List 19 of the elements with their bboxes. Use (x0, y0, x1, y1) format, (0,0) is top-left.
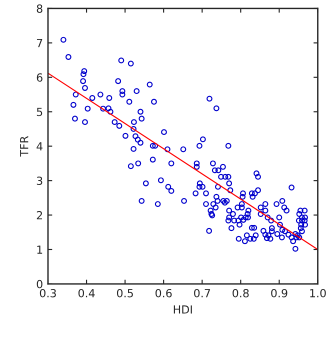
x-tick-label: 0.3 (40, 288, 56, 298)
y-axis-title: TFR (20, 136, 28, 157)
y-tick-label: 2 (36, 211, 42, 220)
x-tick-label: 0.9 (271, 288, 288, 298)
x-tick-label: 0.5 (116, 288, 133, 298)
y-tick-label: 3 (36, 176, 42, 185)
x-tick-label: 0.4 (78, 288, 95, 298)
y-tick-label: 5 (36, 108, 42, 116)
x-axis-title: HDI (174, 305, 192, 314)
x-tick-label: 0.8 (232, 288, 249, 298)
y-tick-label: 7 (36, 39, 42, 48)
y-tick-label: 0 (36, 280, 42, 288)
y-tick-label: 8 (36, 4, 42, 13)
y-tick-label: 1 (37, 246, 42, 254)
x-tick-label: 0.7 (194, 288, 210, 298)
x-tick-label: 0.6 (156, 288, 172, 298)
x-tick-label: 1.0 (310, 288, 326, 298)
y-tick-label: 6 (36, 73, 42, 82)
y-tick-label: 4 (36, 142, 43, 150)
